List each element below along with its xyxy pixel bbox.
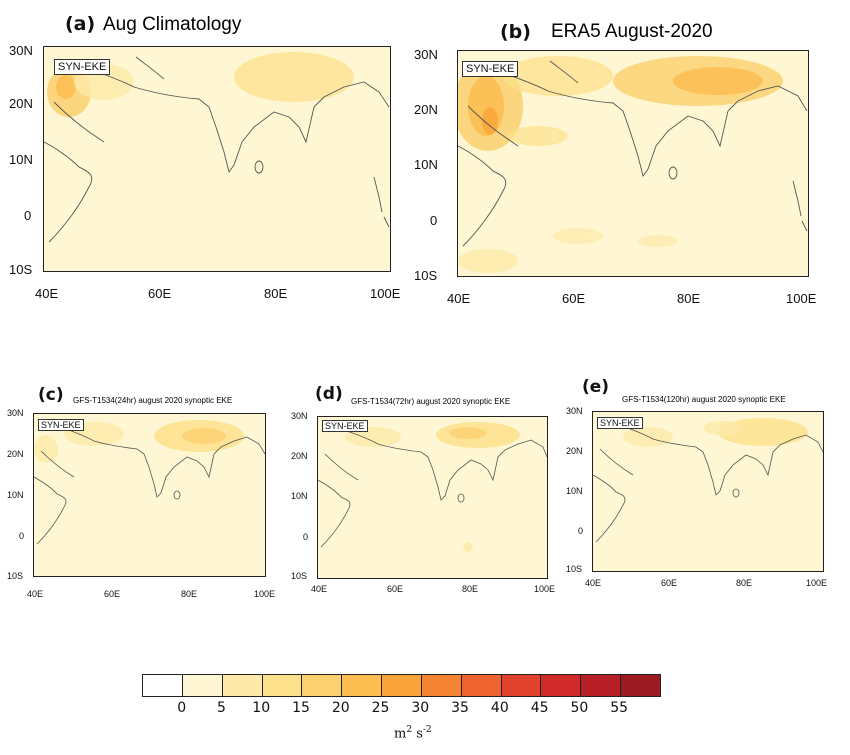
colorbar-tick-label: 30 [411,700,430,716]
colorbar-tick-label: 25 [371,700,390,716]
map-area: SYN-EKE [43,46,391,272]
lat-label: 10S [7,571,24,581]
colorbar-swatch [421,675,462,696]
map-area: SYN-EKE [33,413,266,577]
lon-label: 80E [264,286,288,301]
colorbar-tick-label: 50 [570,700,589,716]
panel-title: Aug Climatology [103,14,242,35]
colorbar-tick-label: 5 [217,700,226,716]
syn-eke-tag: SYN-EKE [322,420,368,432]
syn-eke-tag: SYN-EKE [54,59,111,75]
lat-label: 10N [566,486,583,496]
lon-label: 40E [35,286,59,301]
lon-label: 40E [447,291,471,306]
lon-label: 100E [786,291,817,306]
colorbar-swatch [143,675,183,696]
lon-label: 80E [736,578,753,588]
colorbar-swatch [501,675,542,696]
lat-label: 0 [430,213,438,228]
lat-label: 0 [578,526,584,536]
lat-label: 0 [19,531,25,541]
colorbar-swatch [222,675,263,696]
lon-label: 80E [677,291,701,306]
panel-label: (c) [38,385,64,405]
lon-label: 60E [148,286,172,301]
lat-label: 20N [291,451,308,461]
colorbar-swatch [461,675,502,696]
colorbar-units: m2 s-2 [394,725,432,742]
lat-label: 30N [9,43,33,58]
lon-label: 60E [104,589,121,599]
lat-label: 20N [566,446,583,456]
colorbar-tick-label: 40 [490,700,509,716]
panel-label: (b) [500,21,531,43]
panel-title: GFS-T1534(120hr) august 2020 synoptic EK… [622,395,786,404]
colorbar-swatch [182,675,223,696]
lat-label: 30N [291,411,308,421]
panel-label: (a) [65,13,96,35]
syn-eke-tag: SYN-EKE [38,419,84,431]
colorbar-swatch [541,675,582,696]
lon-label: 60E [562,291,586,306]
syn-eke-tag: SYN-EKE [597,417,643,429]
lon-label: 100E [534,584,556,594]
lon-label: 40E [585,578,602,588]
lat-label: 0 [24,208,32,223]
colorbar-swatch [302,675,343,696]
lat-label: 0 [303,532,309,542]
lat-label: 10S [9,262,33,277]
colorbar-tick-label: 55 [610,700,629,716]
lat-label: 10S [414,268,438,283]
lat-label: 10N [9,152,33,167]
lon-label: 80E [181,589,198,599]
colorbar-tick-label: 35 [451,700,469,716]
colorbar-swatch [262,675,303,696]
panel-label: (e) [582,377,610,397]
lon-label: 100E [254,589,276,599]
map-area: SYN-EKE [457,50,809,277]
lat-label: 20N [9,96,33,111]
map-area: SYN-EKE [592,411,824,572]
map-svg [593,418,823,543]
lon-label: 100E [806,578,828,588]
lat-label: 10S [291,571,308,581]
panel-title: GFS-T1534(24hr) august 2020 synoptic EKE [73,396,233,405]
syn-eke-tag: SYN-EKE [462,61,519,77]
colorbar-swatch [581,675,622,696]
lat-label: 30N [7,408,24,418]
lon-label: 40E [27,589,44,599]
lon-label: 60E [661,578,678,588]
lon-label: 100E [370,286,401,301]
lat-label: 10N [414,157,438,172]
lon-label: 80E [462,584,479,594]
lat-label: 10S [566,564,583,574]
colorbar-swatch [621,675,660,696]
lon-label: 60E [387,584,404,594]
map-area: SYN-EKE [317,416,548,579]
lon-label: 40E [311,584,328,594]
colorbar-tick-label: 45 [530,700,549,716]
map-svg [458,56,808,273]
colorbar-swatch [382,675,422,696]
colorbar-tick-label: 20 [331,700,350,716]
lat-label: 20N [414,102,438,117]
lat-label: 20N [7,449,24,459]
colorbar-tick-label: 0 [177,700,187,716]
lat-label: 30N [414,47,438,62]
panel-title: GFS-T1534(72hr) august 2020 synoptic EKE [351,397,511,406]
lat-label: 30N [566,406,583,416]
map-svg [44,52,390,243]
colorbar-tick-label: 15 [292,700,310,716]
map-svg [34,420,265,545]
panel-title: ERA5 August-2020 [551,21,713,42]
map-svg [318,422,547,552]
colorbar [142,674,661,697]
panel-label: (d) [315,384,343,404]
lat-label: 10N [291,491,308,501]
colorbar-tick-label: 10 [252,700,271,716]
lat-label: 10N [7,490,24,500]
colorbar-swatch [342,675,383,696]
